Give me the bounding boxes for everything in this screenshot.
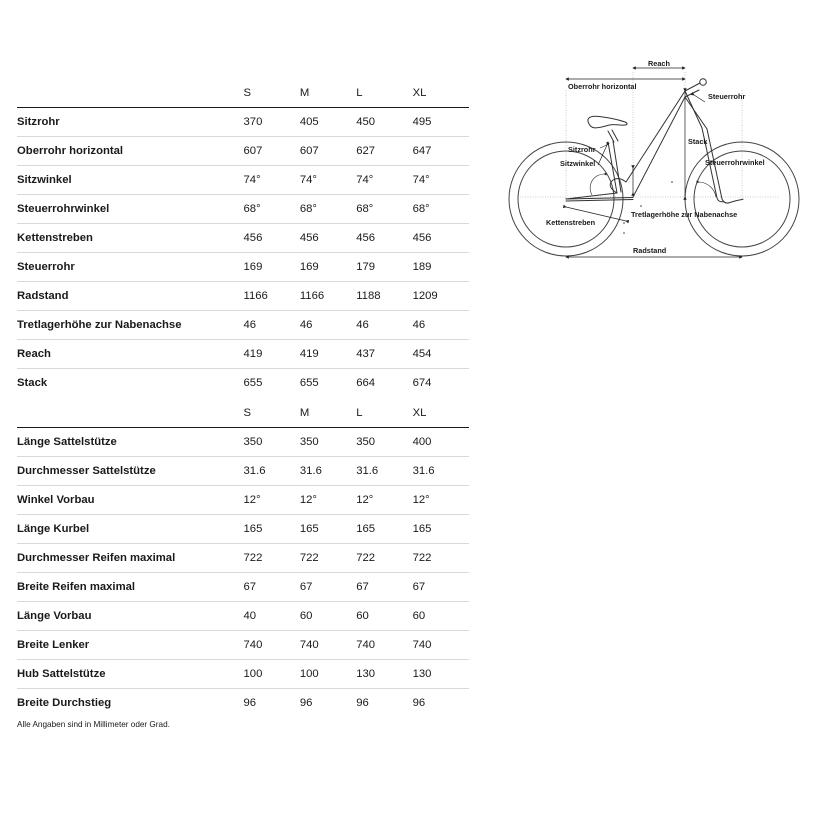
svg-text:Steuerrohrwinkel: Steuerrohrwinkel [705, 158, 765, 167]
svg-text:Kettenstreben: Kettenstreben [546, 218, 595, 227]
svg-text:Sitzwinkel: Sitzwinkel [560, 159, 595, 168]
svg-text:Oberrohr horizontal: Oberrohr horizontal [568, 82, 637, 91]
svg-text:Tretlagerhöhe zur Nabenachse: Tretlagerhöhe zur Nabenachse [631, 210, 737, 219]
svg-text:Sitzrohr: Sitzrohr [568, 145, 596, 154]
svg-text:Stack: Stack [688, 137, 708, 146]
svg-text:Radstand: Radstand [633, 246, 666, 255]
svg-text:Reach: Reach [648, 60, 670, 68]
svg-text:Steuerrohr: Steuerrohr [708, 92, 745, 101]
